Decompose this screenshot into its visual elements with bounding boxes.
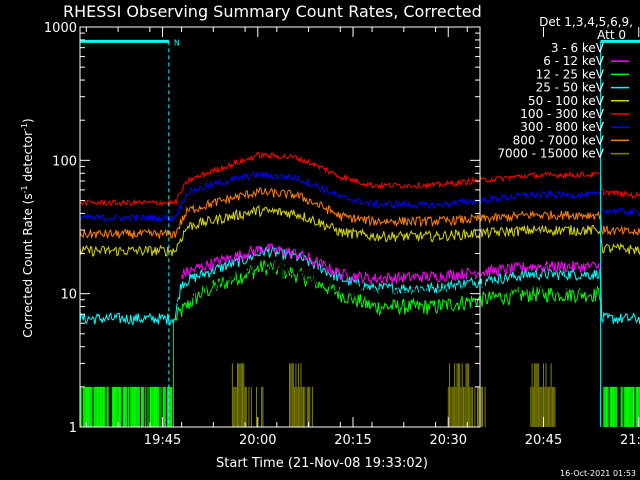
legend-label: 3 - 6 keV: [551, 41, 605, 55]
chart-title: RHESSI Observing Summary Count Rates, Co…: [63, 2, 482, 21]
series-7000-15000-kev-segment: [244, 386, 264, 427]
series-line-300-800-kev: [79, 170, 640, 224]
legend-label: 300 - 800 keV: [520, 120, 604, 134]
legend-label: 25 - 50 keV: [536, 81, 605, 95]
series-7000-15000-kev-segment: [530, 363, 556, 427]
legend-label: 50 - 100 keV: [528, 94, 605, 108]
y-axis-label-sup2: -1: [20, 123, 29, 131]
x-tick-label: 20:00: [239, 433, 276, 448]
y-tick-label: 1000: [44, 21, 77, 36]
series-line-3-6-kev: [174, 260, 602, 305]
y-tick-label: 1: [69, 421, 77, 436]
axis-layer: 1 10 100 1000 19:45 20:00 20:15 20:30 20:45 21:00: [44, 21, 640, 448]
legend-label: 800 - 7000 keV: [513, 133, 605, 147]
y-axis-label-part2: detector: [21, 131, 35, 186]
series-line-100-300-kev: [79, 151, 640, 207]
legend-header-line1: Det 1,3,4,5,6,9,: [539, 15, 633, 29]
overlay-layer: N: [80, 38, 640, 427]
x-tick-label: 20:15: [334, 433, 371, 448]
y-axis-label-part1: Corrected Count Rate (s: [21, 193, 35, 337]
series-7000-15000-kev-segment: [231, 363, 246, 427]
series-7000-15000-kev-segment: [447, 363, 473, 427]
x-tick-label: 20:30: [430, 433, 467, 448]
attenuator-bar-label: N: [174, 38, 180, 47]
series-7000-15000-kev-segment: [474, 386, 486, 427]
legend-label: 12 - 25 keV: [536, 67, 605, 81]
series-line-50-100-kev: [79, 204, 640, 257]
x-tick-label: 21:00: [620, 433, 640, 448]
series-7000-15000-kev-segment: [301, 386, 313, 427]
legend-label: 7000 - 15000 keV: [497, 147, 604, 161]
y-axis-label: Corrected Count Rate (s-1 detector-1): [20, 118, 35, 337]
legend-label: 6 - 12 keV: [543, 54, 605, 68]
series-noise-12-25-kev: [603, 386, 640, 427]
legend-label: 100 - 300 keV: [520, 107, 604, 121]
plot-frame: [79, 26, 481, 428]
timestamp: 16-Oct-2021 01:53: [560, 469, 636, 478]
x-tick-label: 19:45: [144, 433, 181, 448]
y-tick-label: 10: [60, 288, 77, 303]
series-7000-15000-kev-segment: [289, 363, 302, 427]
x-axis-label: Start Time (21-Nov-08 19:33:02): [216, 456, 428, 471]
y-axis-label-part3: ): [21, 118, 35, 123]
y-axis-label-sup1: -1: [20, 185, 29, 193]
series-line-800-7000-kev: [79, 186, 640, 240]
legend-header-line2: Att 0: [597, 28, 626, 42]
y-tick-label: 100: [52, 154, 77, 169]
series-line-6-12-kev: [181, 243, 602, 284]
series-line-12-25-kev: [174, 260, 602, 321]
x-tick-label: 20:45: [525, 433, 562, 448]
